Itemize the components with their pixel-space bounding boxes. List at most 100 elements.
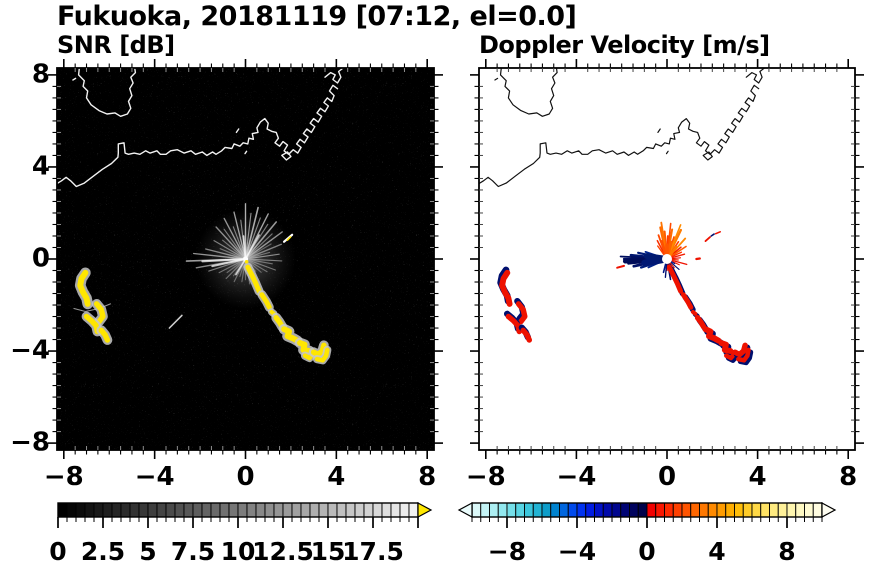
vel-colorbar-label: 4 xyxy=(708,537,726,566)
colorbar-cell xyxy=(291,502,302,518)
colorbar-cell xyxy=(408,502,419,518)
colorbar-cell xyxy=(611,502,622,518)
vel-data-layer xyxy=(479,68,855,450)
velocity-panel-title: Doppler Velocity [m/s] xyxy=(479,31,770,59)
vel-x-tick-label: 8 xyxy=(839,462,858,492)
vel-west-echoes xyxy=(497,266,533,343)
colorbar-cell xyxy=(93,502,104,518)
colorbar-cell xyxy=(273,502,284,518)
snr-colorbar-label: 7.5 xyxy=(170,537,216,566)
snr-colorbar-label: 10 xyxy=(220,537,256,566)
snr-data-layer xyxy=(57,68,434,450)
colorbar-cell xyxy=(327,502,338,518)
overflow-arrow xyxy=(821,501,837,519)
snr-colorbar-label: 17.5 xyxy=(342,537,404,566)
colorbar-cell xyxy=(725,502,735,518)
colorbar-cell xyxy=(471,502,482,518)
colorbar-cell xyxy=(672,502,683,518)
colorbar-cell xyxy=(399,502,410,518)
colorbar-cell xyxy=(138,502,149,518)
snr-x-tick-label: −8 xyxy=(43,462,84,492)
colorbar-cell xyxy=(489,502,499,518)
colorbar-cell xyxy=(246,502,257,518)
colorbar-cell xyxy=(524,502,534,518)
colorbar-cell xyxy=(237,502,248,518)
vel-coastline xyxy=(479,68,765,188)
colorbar-cell xyxy=(165,502,176,518)
colorbar-cell xyxy=(147,502,158,518)
underflow-arrow xyxy=(457,501,473,519)
colorbar-cell xyxy=(532,502,543,518)
colorbar-cell xyxy=(620,502,630,518)
colorbar-cell xyxy=(655,502,665,518)
colorbar-cell xyxy=(777,502,788,518)
vel-ticks xyxy=(470,59,864,459)
colorbar-cell xyxy=(716,502,727,518)
colorbar-cell xyxy=(183,502,194,518)
colorbar-cell xyxy=(354,502,365,518)
snr-y-tick-label: 8 xyxy=(31,59,50,90)
colorbar-cell xyxy=(699,502,709,518)
colorbar-cell xyxy=(515,502,525,518)
colorbar-cell xyxy=(559,502,569,518)
colorbar-cell xyxy=(102,502,113,518)
snr-streaks xyxy=(168,233,294,329)
colorbar-cell xyxy=(219,502,230,518)
colorbar-cell xyxy=(84,502,95,518)
snr-colorbar xyxy=(57,501,433,528)
colorbar-cell xyxy=(769,502,779,518)
colorbar-cell xyxy=(795,502,805,518)
snr-colorbar-label: 0 xyxy=(49,537,67,566)
colorbar-cell xyxy=(66,502,77,518)
colorbar-cell xyxy=(372,502,383,518)
colorbar-cell xyxy=(345,502,356,518)
radar-centre-gap xyxy=(662,254,672,264)
snr-colorbar-label: 5 xyxy=(139,537,157,566)
colorbar-cell xyxy=(602,502,613,518)
colorbar-cell xyxy=(363,502,374,518)
colorbar-cell xyxy=(300,502,311,518)
colorbar-cell xyxy=(201,502,212,518)
snr-coastline xyxy=(57,68,344,188)
snr-panel-title: SNR [dB] xyxy=(57,31,175,59)
snr-colorbar-ticks xyxy=(57,517,419,528)
snr-x-tick-label: 8 xyxy=(418,462,437,492)
colorbar-cell xyxy=(664,502,674,518)
vel-x-tick-label: −4 xyxy=(556,462,597,492)
colorbar-cell xyxy=(742,502,753,518)
colorbar-cell xyxy=(550,502,560,518)
colorbar-cell xyxy=(629,502,639,518)
colorbar-cell xyxy=(120,502,131,518)
colorbar-cell xyxy=(506,502,517,518)
colorbar-cell xyxy=(309,502,320,518)
colorbar-cell xyxy=(75,502,86,518)
colorbar-cell xyxy=(282,502,293,518)
colorbar-cell xyxy=(786,502,797,518)
colorbar-cell xyxy=(690,502,700,518)
vel-x-tick-label: 0 xyxy=(657,462,677,492)
snr-y-tick-label: −8 xyxy=(10,427,50,458)
snr-colorbar-label: 2.5 xyxy=(80,537,126,566)
colorbar-cell xyxy=(681,502,692,518)
snr-x-tick-label: −4 xyxy=(134,462,175,492)
overflow-arrow xyxy=(417,501,433,519)
snr-colorbar-label: 15 xyxy=(310,537,346,566)
snr-echo-band xyxy=(243,262,332,365)
colorbar-cell xyxy=(594,502,604,518)
snr-y-tick-label: 0 xyxy=(31,243,50,274)
colorbar-cell xyxy=(192,502,203,518)
colorbar-cell xyxy=(734,502,744,518)
vel-colorbar-label: 8 xyxy=(778,537,796,566)
vel-x-tick-label: −8 xyxy=(465,462,506,492)
colorbar-cell xyxy=(111,502,122,518)
colorbar-cell xyxy=(646,502,657,518)
colorbar-cell xyxy=(174,502,185,518)
colorbar-cell xyxy=(318,502,329,518)
vel-colorbar-label: −8 xyxy=(487,537,527,566)
colorbar-cell xyxy=(804,502,814,518)
colorbar-cell xyxy=(390,502,401,518)
colorbar-cell xyxy=(541,502,552,518)
snr-ticks xyxy=(48,59,443,459)
vel-colorbar-label: 0 xyxy=(638,537,656,566)
